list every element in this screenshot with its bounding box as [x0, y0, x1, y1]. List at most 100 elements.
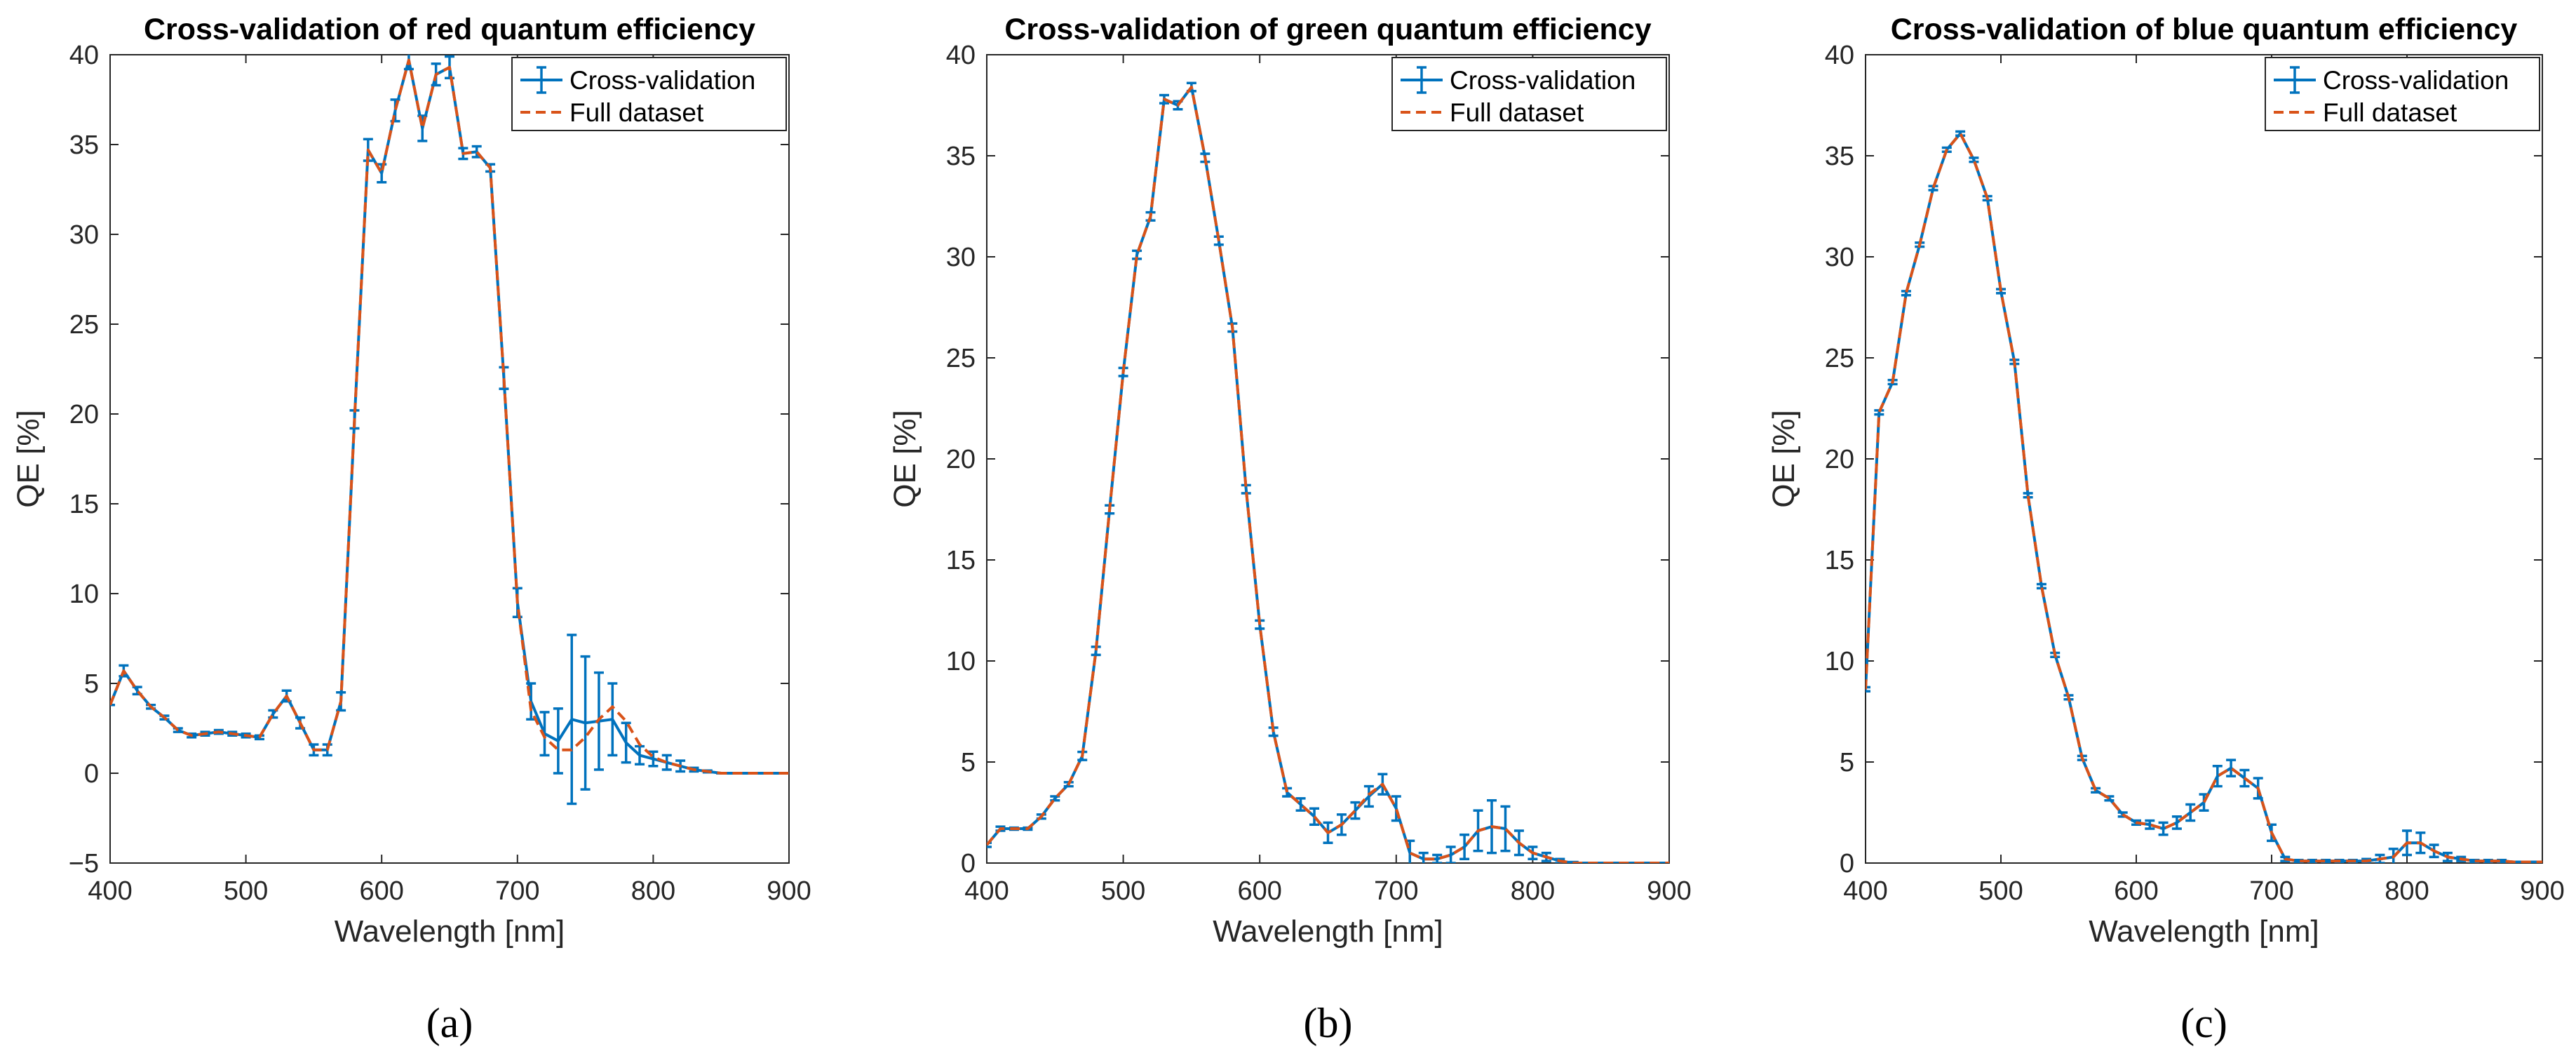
y-tick-label: 35 — [946, 142, 976, 171]
error-bar — [1295, 797, 1306, 812]
y-tick-label: 5 — [961, 748, 976, 777]
y-tick-label: 5 — [84, 669, 99, 699]
legend-label-full-dataset: Full dataset — [2323, 98, 2457, 127]
chart-title: Cross-validation of red quantum efficien… — [144, 13, 755, 46]
x-tick-label: 500 — [224, 876, 268, 906]
x-tick-label: 800 — [1511, 876, 1555, 906]
x-tick-label: 800 — [631, 876, 675, 906]
x-axis-label: Wavelength [nm] — [2089, 914, 2319, 949]
panel-label: (b) — [1304, 1000, 1353, 1046]
error-bar — [1350, 801, 1361, 820]
x-tick-label: 900 — [1647, 876, 1691, 906]
y-tick-label: 30 — [69, 220, 99, 250]
x-axis-label: Wavelength [nm] — [335, 914, 565, 949]
x-tick-label: 600 — [1237, 876, 1281, 906]
error-bar — [2185, 803, 2196, 822]
panel-label: (a) — [426, 1000, 473, 1046]
error-bar — [2226, 758, 2237, 777]
legend-label-cross-validation: Cross-validation — [2323, 66, 2509, 95]
y-tick-label: 0 — [1840, 849, 1854, 878]
y-axis-label: QE [%] — [1767, 410, 1801, 507]
legend-box — [2265, 57, 2540, 131]
y-tick-label: 25 — [69, 310, 99, 340]
error-bar — [661, 754, 672, 771]
plot-area — [987, 81, 1669, 863]
plot-area — [1866, 130, 2542, 863]
legend: Cross-validation Full dataset — [2265, 57, 2540, 131]
chart-panel-1: 400 500 600 700 800 900 −5 0 5 10 15 20 25 30 35 40 Wave… — [11, 13, 811, 1046]
plot-area — [110, 55, 789, 806]
legend-label-cross-validation: Cross-validation — [569, 66, 755, 95]
x-tick-label: 900 — [2520, 876, 2564, 906]
y-tick-label: 40 — [1825, 41, 1854, 70]
error-bar — [567, 634, 577, 806]
error-bar — [1866, 686, 1870, 693]
x-tick-label: 400 — [88, 876, 132, 906]
series-full-dataset-line — [110, 58, 789, 775]
y-tick-label: 40 — [946, 41, 976, 70]
error-bar — [2171, 815, 2182, 830]
y-axis-label: QE [%] — [888, 410, 922, 507]
y-tick-label: 10 — [1825, 647, 1854, 676]
x-tick-label: 500 — [1978, 876, 2023, 906]
chart-title: Cross-validation of blue quantum efficie… — [1891, 13, 2518, 46]
legend-label-full-dataset: Full dataset — [1450, 98, 1584, 127]
y-axis-label: QE [%] — [11, 410, 46, 507]
chart-panel-3: 400 500 600 700 800 900 0 5 10 15 20 25 30 35 40 Wavele… — [1767, 13, 2565, 1046]
legend-box — [511, 57, 787, 131]
y-tick-label: −5 — [69, 849, 99, 878]
x-tick-label: 800 — [2385, 876, 2429, 906]
error-bar — [539, 711, 550, 757]
plot-frame — [986, 54, 1670, 864]
x-tick-label: 700 — [1374, 876, 1418, 906]
y-tick-label: 15 — [69, 490, 99, 519]
y-tick-label: 25 — [1825, 344, 1854, 373]
error-bar — [607, 682, 618, 757]
x-tick-label: 700 — [495, 876, 539, 906]
error-bar — [1418, 851, 1429, 863]
error-bar — [1459, 833, 1470, 860]
y-tick-label: 5 — [1840, 748, 1854, 777]
plot-frame — [109, 54, 790, 864]
error-bar — [1500, 805, 1511, 853]
y-tick-label: 20 — [946, 445, 976, 474]
x-tick-label: 600 — [359, 876, 403, 906]
error-bar — [580, 655, 591, 791]
y-tick-label: 0 — [961, 849, 976, 878]
x-tick-label: 700 — [2249, 876, 2293, 906]
legend: Cross-validation Full dataset — [1391, 57, 1667, 131]
y-tick-label: 35 — [1825, 142, 1854, 171]
error-bar — [2158, 821, 2169, 836]
series-full-dataset-line — [987, 86, 1669, 863]
y-tick-label: 20 — [1825, 445, 1854, 474]
y-tick-label: 30 — [946, 243, 976, 272]
error-bar — [417, 114, 428, 142]
y-tick-label: 15 — [946, 546, 976, 575]
error-bar — [1391, 795, 1401, 822]
error-bar — [2212, 765, 2223, 788]
error-bar — [1445, 846, 1456, 863]
plot-frame — [1865, 54, 2543, 864]
legend-box — [1391, 57, 1667, 131]
legend-label-full-dataset: Full dataset — [569, 98, 704, 127]
panel-label: (c) — [2180, 1000, 2227, 1046]
error-bar — [2145, 819, 2155, 830]
y-tick-label: 30 — [1825, 243, 1854, 272]
error-bar — [621, 721, 631, 764]
legend-label-cross-validation: Cross-validation — [1450, 66, 1636, 95]
error-bar — [648, 750, 659, 768]
error-bar — [553, 707, 563, 775]
y-tick-label: 40 — [69, 41, 99, 70]
y-tick-label: 10 — [69, 580, 99, 609]
x-axis-label: Wavelength [nm] — [1213, 914, 1443, 949]
y-tick-label: 20 — [69, 400, 99, 429]
x-tick-label: 600 — [2114, 876, 2158, 906]
chart-panel-2: 400 500 600 700 800 900 0 5 10 15 20 25 30 35 40 Wavele… — [888, 13, 1692, 1046]
x-tick-label: 400 — [964, 876, 1009, 906]
x-tick-label: 900 — [767, 876, 811, 906]
y-tick-label: 10 — [946, 647, 976, 676]
y-tick-label: 35 — [69, 131, 99, 160]
x-tick-label: 400 — [1843, 876, 1887, 906]
legend: Cross-validation Full dataset — [511, 57, 787, 131]
